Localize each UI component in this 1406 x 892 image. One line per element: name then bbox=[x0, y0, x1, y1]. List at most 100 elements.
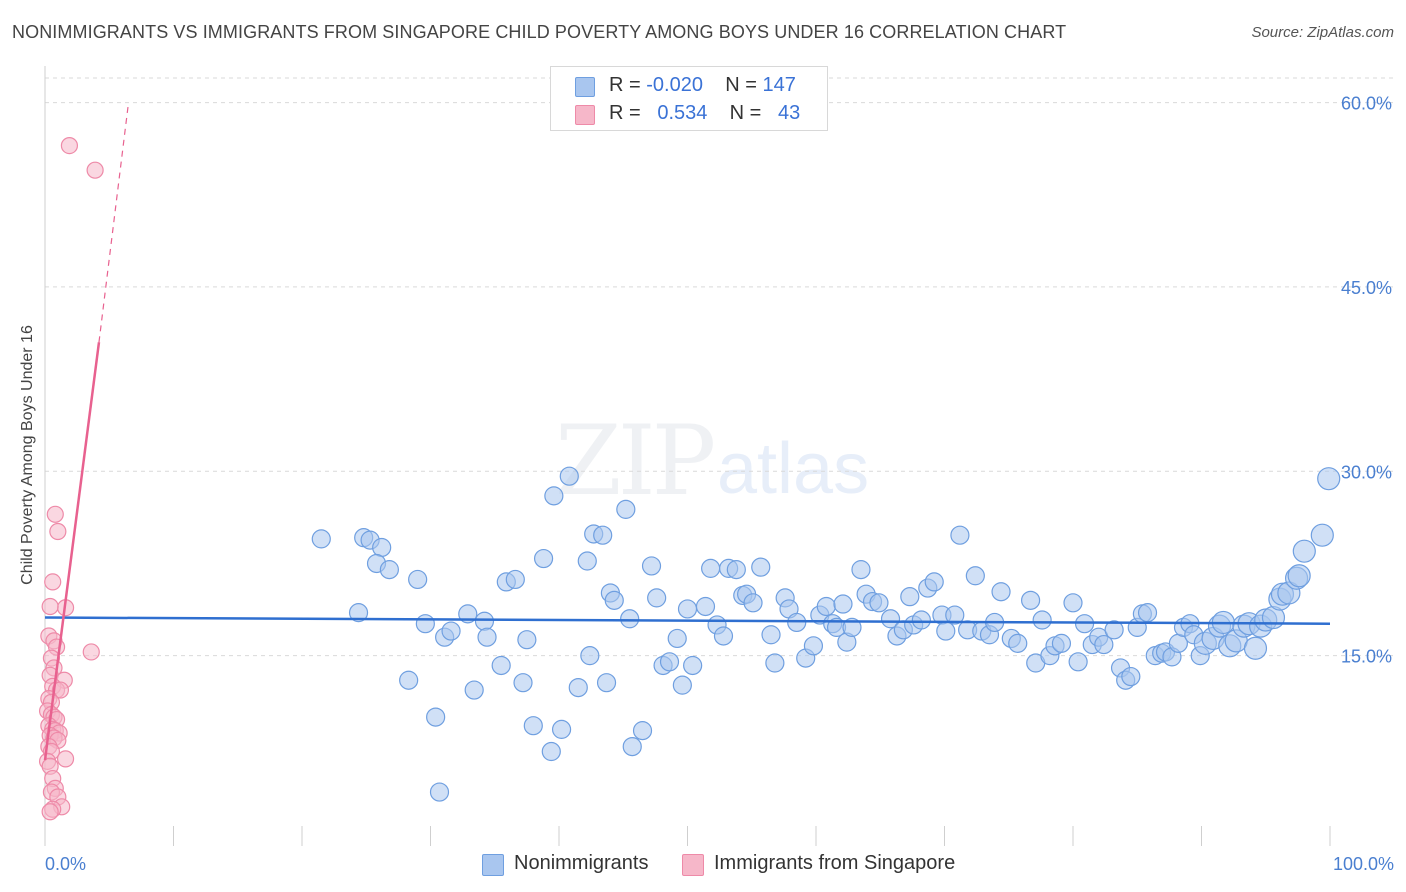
watermark-zip: ZIP bbox=[555, 405, 716, 517]
data-point-nonimmigrant bbox=[372, 537, 392, 558]
immigrants-points bbox=[38, 136, 104, 821]
legend-stats-blue: R = -0.020 N = 147 bbox=[609, 74, 796, 96]
data-point-nonimmigrant bbox=[950, 525, 970, 545]
data-point-immigrant bbox=[56, 750, 75, 768]
data-point-immigrant bbox=[46, 505, 64, 523]
legend-row-nonimmigrants: R = -0.020 N = 147 bbox=[551, 73, 827, 101]
data-point-immigrant bbox=[44, 573, 62, 591]
data-point-nonimmigrant bbox=[429, 782, 450, 802]
bottom-legend-swatch-blue bbox=[482, 854, 504, 876]
data-point-nonimmigrant bbox=[751, 557, 771, 577]
data-point-nonimmigrant bbox=[551, 719, 572, 739]
legend-swatch-blue bbox=[575, 77, 595, 97]
data-point-nonimmigrant bbox=[1032, 610, 1052, 630]
data-point-nonimmigrant bbox=[559, 466, 579, 486]
data-point-nonimmigrant bbox=[965, 566, 985, 586]
correlation-legend: R = -0.020 N = 147 R = 0.534 N = 43 bbox=[550, 66, 828, 131]
data-point-nonimmigrant bbox=[491, 655, 511, 676]
data-point-nonimmigrant bbox=[593, 525, 613, 545]
data-point-nonimmigrant bbox=[803, 636, 824, 656]
data-point-nonimmigrant bbox=[1051, 633, 1072, 653]
y-tick-label: 15.0% bbox=[1341, 647, 1392, 667]
data-point-nonimmigrant bbox=[701, 558, 721, 578]
y-tick-label: 45.0% bbox=[1341, 278, 1392, 298]
trend-lines bbox=[43, 102, 1331, 761]
data-point-nonimmigrant bbox=[408, 569, 428, 590]
data-point-nonimmigrant bbox=[659, 652, 680, 672]
data-point-nonimmigrant bbox=[426, 707, 446, 727]
axes bbox=[44, 66, 1331, 846]
data-point-nonimmigrant bbox=[833, 594, 853, 614]
data-point-immigrant bbox=[41, 803, 59, 821]
x-tick-label: 0.0% bbox=[45, 854, 86, 874]
data-point-nonimmigrant bbox=[1317, 467, 1341, 491]
data-point-nonimmigrant bbox=[1063, 593, 1083, 613]
data-point-nonimmigrant bbox=[647, 588, 667, 608]
data-point-nonimmigrant bbox=[580, 646, 600, 666]
data-point-nonimmigrant bbox=[379, 560, 399, 580]
legend-swatch-pink bbox=[575, 105, 595, 125]
tick-labels: 15.0% 30.0% 45.0% 60.0% 0.0% 100.0% bbox=[45, 94, 1394, 874]
data-point-nonimmigrant bbox=[880, 609, 901, 629]
watermark-atlas: atlas bbox=[717, 429, 870, 509]
data-point-nonimmigrant bbox=[765, 653, 785, 673]
data-point-nonimmigrant bbox=[677, 599, 698, 619]
data-point-nonimmigrant bbox=[1068, 652, 1088, 672]
data-point-nonimmigrant bbox=[1137, 603, 1158, 623]
data-point-nonimmigrant bbox=[604, 590, 624, 610]
data-point-nonimmigrant bbox=[1287, 564, 1311, 588]
data-point-nonimmigrant bbox=[541, 741, 561, 762]
data-point-nonimmigrant bbox=[816, 596, 836, 617]
data-point-nonimmigrant bbox=[1020, 590, 1041, 610]
data-point-nonimmigrant bbox=[672, 675, 692, 695]
data-point-nonimmigrant bbox=[667, 628, 687, 649]
data-point-nonimmigrant bbox=[924, 572, 944, 592]
legend-stats-pink: R = 0.534 N = 43 bbox=[609, 102, 801, 124]
data-point-immigrant bbox=[82, 643, 100, 661]
data-point-nonimmigrant bbox=[577, 551, 597, 571]
data-point-nonimmigrant bbox=[713, 626, 734, 646]
data-point-nonimmigrant bbox=[620, 609, 640, 629]
data-point-nonimmigrant bbox=[683, 655, 703, 676]
data-point-nonimmigrant bbox=[1008, 633, 1028, 653]
data-point-nonimmigrant bbox=[513, 673, 533, 693]
data-point-nonimmigrant bbox=[1310, 523, 1334, 547]
data-point-nonimmigrant bbox=[622, 736, 642, 757]
data-point-immigrant bbox=[60, 136, 79, 155]
data-point-nonimmigrant bbox=[568, 677, 588, 698]
data-point-nonimmigrant bbox=[441, 621, 461, 641]
data-point-nonimmigrant bbox=[945, 605, 965, 625]
data-point-nonimmigrant bbox=[936, 621, 956, 641]
data-point-nonimmigrant bbox=[695, 596, 716, 617]
data-point-nonimmigrant bbox=[477, 627, 497, 647]
data-point-nonimmigrant bbox=[726, 560, 746, 580]
data-point-nonimmigrant bbox=[1292, 539, 1316, 563]
data-point-nonimmigrant bbox=[523, 716, 543, 736]
trend-line-immigrants bbox=[43, 342, 101, 761]
data-point-nonimmigrant bbox=[464, 680, 484, 700]
data-point-nonimmigrant bbox=[1104, 620, 1124, 640]
data-point-nonimmigrant bbox=[474, 611, 495, 631]
data-point-nonimmigrant bbox=[399, 670, 419, 690]
chart-title: NONIMMIGRANTS VS IMMIGRANTS FROM SINGAPO… bbox=[12, 22, 1067, 42]
data-point-nonimmigrant bbox=[517, 630, 537, 650]
trend-line-immigrants-extension bbox=[98, 102, 130, 343]
data-point-nonimmigrant bbox=[533, 548, 554, 569]
data-point-nonimmigrant bbox=[544, 486, 564, 506]
data-point-nonimmigrant bbox=[761, 625, 781, 645]
data-point-nonimmigrant bbox=[911, 610, 931, 630]
data-point-nonimmigrant bbox=[1121, 666, 1141, 687]
x-tick-label: 100.0% bbox=[1333, 854, 1394, 874]
data-point-nonimmigrant bbox=[641, 556, 662, 576]
data-point-immigrant bbox=[86, 161, 104, 179]
data-point-nonimmigrant bbox=[787, 612, 807, 633]
y-tick-label: 60.0% bbox=[1341, 94, 1392, 114]
bottom-legend-label-blue: Nonimmigrants bbox=[514, 852, 649, 874]
bottom-legend-swatch-pink bbox=[682, 854, 704, 876]
source-label: Source: ZipAtlas.com bbox=[1251, 24, 1394, 41]
data-point-nonimmigrant bbox=[842, 617, 862, 637]
data-point-nonimmigrant bbox=[991, 582, 1011, 602]
data-point-nonimmigrant bbox=[900, 587, 920, 607]
data-point-nonimmigrant bbox=[869, 593, 889, 613]
